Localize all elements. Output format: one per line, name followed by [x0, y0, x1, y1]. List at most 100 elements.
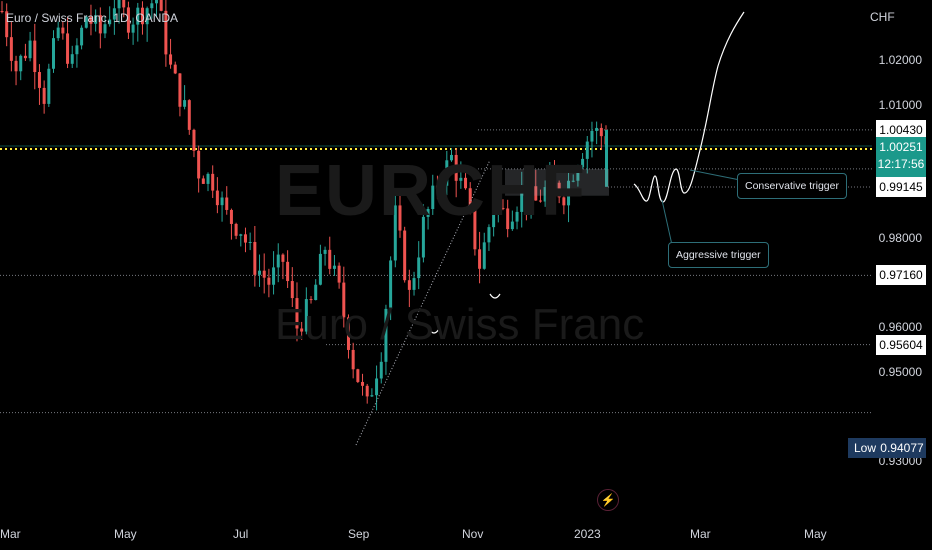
- candle-body: [192, 129, 196, 151]
- candle-body: [510, 221, 514, 230]
- candle-body: [178, 73, 182, 107]
- candle-body: [426, 209, 430, 217]
- price-tick-label: 0.98000: [878, 231, 922, 245]
- flash-icon[interactable]: ⚡: [597, 489, 619, 511]
- candle-body: [108, 19, 112, 25]
- candle-body: [431, 185, 435, 210]
- candle-body: [187, 100, 191, 130]
- candle-body: [19, 55, 23, 72]
- candle-body: [159, 0, 163, 11]
- level-price-badge: 1.00430: [876, 119, 926, 140]
- candle-body: [52, 38, 56, 69]
- candle-body: [356, 369, 360, 382]
- candle-body: [234, 223, 238, 236]
- price-tick-label: 0.95000: [878, 364, 922, 379]
- chart-title: Euro / Swiss Franc, 1D, OANDA: [6, 11, 179, 25]
- time-tick-label: Jul: [233, 527, 249, 541]
- level-price-badge: 0.95604: [876, 334, 926, 355]
- candle-body: [365, 385, 369, 397]
- candle-body: [454, 154, 458, 181]
- candle-body: [243, 234, 247, 243]
- candle-body: [253, 241, 257, 275]
- candle-body: [56, 27, 60, 39]
- low-value: 0.94077: [878, 438, 926, 458]
- candle-body: [229, 209, 233, 224]
- swing-low-marker: [428, 328, 440, 334]
- candle-body: [506, 208, 510, 230]
- candle-body: [599, 127, 603, 137]
- candle-body: [581, 158, 585, 168]
- candle-body: [496, 207, 500, 212]
- candle-body: [248, 241, 252, 243]
- conservative-callout-pointer: [689, 169, 741, 181]
- candle-body: [122, 0, 126, 8]
- candle-body: [112, 8, 116, 20]
- candle-body: [211, 173, 215, 191]
- candle-body: [197, 150, 201, 179]
- candle-body: [440, 185, 444, 189]
- consolidation-box[interactable]: [505, 169, 609, 196]
- candle-body: [370, 395, 374, 397]
- candle-body: [258, 270, 262, 275]
- candle-body: [501, 207, 505, 209]
- candle-body: [290, 281, 294, 299]
- time-tick-label: May: [114, 527, 137, 541]
- candle-body: [42, 87, 46, 104]
- candle-body: [520, 188, 524, 212]
- low-tag: Low: [848, 438, 883, 458]
- candle-body: [351, 349, 355, 370]
- candle-body: [435, 185, 439, 189]
- candle-body: [267, 277, 271, 285]
- candle-body: [215, 190, 219, 206]
- candle-body: [201, 178, 205, 184]
- candle-body: [524, 188, 528, 206]
- candle-body: [314, 284, 318, 301]
- level-price-badge: 0.99145: [876, 177, 926, 198]
- current-price-badge: 1.00251 12:17:56: [876, 137, 926, 177]
- swing-low-marker: [489, 293, 501, 299]
- candle-body: [332, 265, 336, 269]
- time-tick-label: 2023: [574, 527, 601, 541]
- candle-body: [84, 16, 88, 28]
- candle-body: [328, 249, 332, 269]
- aggressive-trigger-callout[interactable]: Aggressive trigger: [668, 242, 769, 268]
- candle-body: [206, 173, 210, 184]
- time-tick-label: Mar: [690, 527, 711, 541]
- candle-body: [417, 257, 421, 279]
- candle-body: [384, 308, 388, 362]
- candle-body: [66, 33, 70, 64]
- candle-body: [155, 0, 159, 4]
- candle-body: [131, 24, 135, 33]
- candle-body: [412, 278, 416, 290]
- candle-body: [379, 361, 383, 379]
- candle-body: [103, 24, 107, 34]
- candlesticks: [0, 0, 608, 411]
- candle-body: [89, 16, 93, 24]
- candle-body: [576, 167, 580, 181]
- candle-body: [300, 328, 304, 332]
- candle-body: [492, 211, 496, 228]
- candle-body: [346, 317, 350, 350]
- conservative-trigger-callout[interactable]: Conservative trigger: [737, 173, 847, 199]
- candle-body: [337, 265, 341, 283]
- candle-body: [150, 3, 154, 9]
- candle-body: [407, 280, 411, 290]
- candle-body: [571, 180, 575, 182]
- time-tick-label: Sep: [348, 527, 370, 541]
- candle-body: [23, 55, 27, 59]
- candle-body: [534, 186, 538, 201]
- price-tick-label: 1.01000: [878, 97, 922, 112]
- candle-body: [538, 200, 542, 202]
- candle-body: [548, 172, 552, 188]
- time-tick-label: Nov: [462, 527, 484, 541]
- candle-body: [295, 298, 299, 329]
- projection-path[interactable]: [633, 11, 745, 203]
- candle-body: [342, 282, 346, 318]
- candle-body: [286, 261, 290, 282]
- candle-body: [98, 15, 102, 34]
- candle-body: [239, 234, 243, 236]
- candle-body: [80, 27, 84, 46]
- candle-body: [117, 0, 121, 9]
- candle-body: [361, 381, 365, 386]
